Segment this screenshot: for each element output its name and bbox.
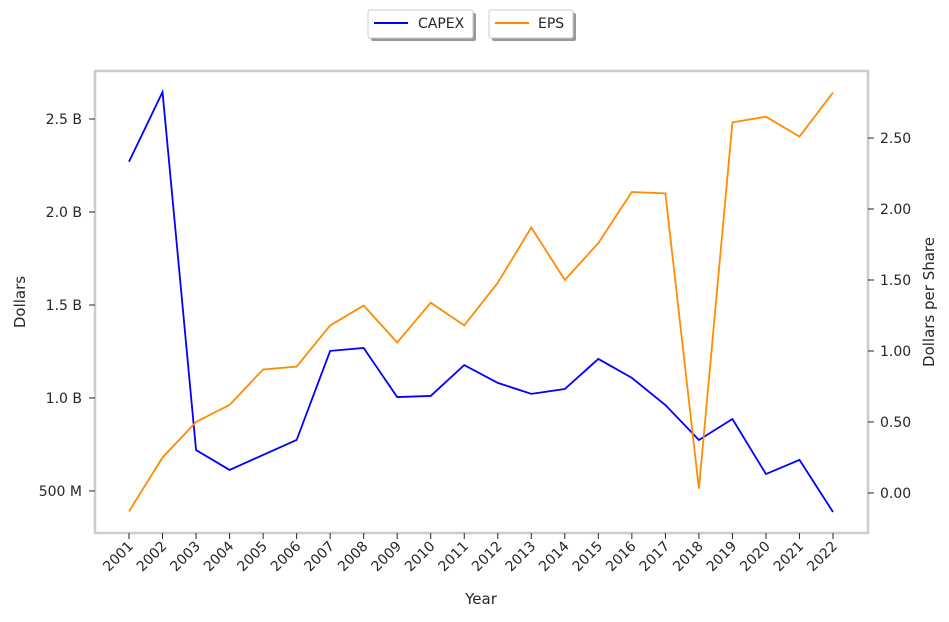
- x-tick-label: 2010: [402, 539, 439, 576]
- legend-label-eps: EPS: [538, 16, 564, 32]
- x-tick-label: 2012: [469, 539, 506, 576]
- right-axis-label: Dollars per Share: [920, 237, 938, 367]
- left-axis-label: Dollars: [11, 276, 29, 328]
- x-tick-label: 2007: [301, 539, 338, 576]
- x-tick-label: 2014: [536, 538, 573, 575]
- x-tick-label: 2011: [436, 539, 473, 576]
- x-tick-label: 2021: [771, 539, 808, 576]
- x-tick-label: 2015: [570, 539, 607, 576]
- right-y-tick-label: 1.50: [880, 273, 911, 289]
- left-y-tick-label: 2.0 B: [46, 205, 82, 221]
- legend: CAPEX EPS: [368, 10, 576, 41]
- x-tick-label: 2018: [670, 539, 707, 576]
- right-y-tick-label: 0.00: [880, 486, 911, 502]
- x-axis-label: Year: [464, 590, 498, 608]
- x-tick-label: 2002: [134, 539, 171, 576]
- x-tick-label: 2009: [369, 539, 406, 576]
- plot-frame: [95, 71, 868, 533]
- right-y-tick-label: 2.50: [880, 131, 911, 147]
- left-y-tick-label: 500 M: [39, 484, 82, 500]
- x-tick-label: 2005: [234, 539, 271, 576]
- series-line-capex: [129, 92, 833, 512]
- left-y-tick-label: 1.0 B: [46, 391, 82, 407]
- left-y-tick-label: 2.5 B: [46, 112, 82, 128]
- x-tick-label: 2013: [503, 539, 540, 576]
- series-line-eps: [129, 93, 833, 512]
- x-tick-label: 2019: [704, 539, 741, 576]
- left-y-tick-label: 1.5 B: [46, 298, 82, 314]
- x-tick-label: 2004: [201, 538, 238, 575]
- x-tick-label: 2003: [167, 539, 204, 576]
- x-tick-label: 2001: [100, 539, 137, 576]
- x-tick-label: 2016: [603, 538, 640, 575]
- x-tick-label: 2008: [335, 539, 372, 576]
- x-tick-label: 2006: [268, 538, 305, 575]
- right-y-tick-label: 2.00: [880, 202, 911, 218]
- x-tick-label: 2022: [804, 539, 841, 576]
- x-tick-label: 2017: [637, 539, 674, 576]
- x-tick-label: 2020: [737, 539, 774, 576]
- right-y-tick-label: 1.00: [880, 344, 911, 360]
- legend-label-capex: CAPEX: [418, 16, 465, 32]
- right-y-tick-label: 0.50: [880, 415, 911, 431]
